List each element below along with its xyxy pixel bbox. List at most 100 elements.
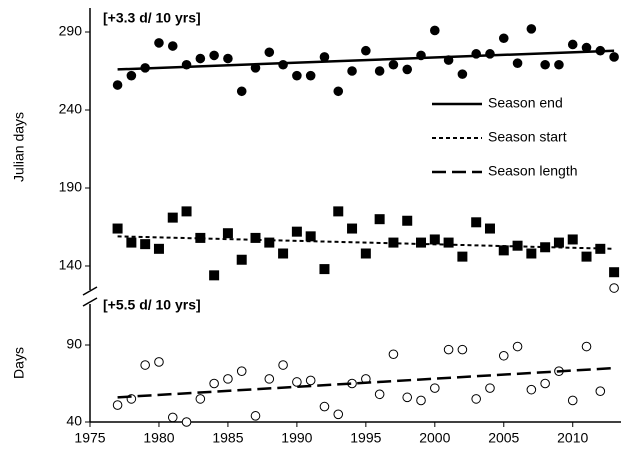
marker — [430, 25, 440, 36]
marker — [347, 223, 358, 234]
marker — [374, 214, 385, 225]
marker — [319, 52, 330, 62]
marker — [264, 237, 275, 248]
y-tick-label: 290 — [59, 23, 83, 39]
marker — [567, 234, 578, 245]
marker — [209, 378, 219, 389]
marker — [526, 24, 537, 34]
marker — [291, 226, 302, 237]
marker — [153, 243, 164, 254]
x-tick-label: 1985 — [212, 430, 243, 446]
marker — [319, 401, 330, 412]
trend-line — [117, 49, 615, 71]
marker — [333, 86, 344, 97]
marker — [347, 66, 357, 76]
y-axis-label: Days — [11, 347, 27, 379]
marker — [567, 39, 578, 50]
legend-label: Season end — [488, 95, 563, 111]
marker — [361, 45, 371, 56]
marker — [374, 389, 385, 400]
marker — [126, 237, 137, 248]
marker — [526, 384, 537, 395]
axis-break — [82, 286, 98, 296]
marker — [181, 417, 192, 427]
marker — [195, 53, 206, 64]
marker — [567, 395, 578, 406]
y-axis-label: Julian days — [11, 112, 27, 182]
marker — [140, 360, 150, 370]
marker — [154, 357, 164, 367]
marker — [443, 237, 454, 248]
x-tick-label: 2010 — [557, 430, 588, 446]
x-tick-label: 2000 — [419, 430, 450, 446]
marker — [278, 360, 288, 370]
marker — [305, 70, 316, 81]
marker — [540, 59, 550, 70]
marker — [112, 223, 123, 234]
x-tick-label: 2005 — [488, 430, 519, 446]
marker — [292, 70, 302, 81]
marker — [223, 53, 233, 64]
marker — [581, 341, 592, 352]
marker — [512, 341, 523, 352]
marker — [333, 206, 344, 217]
marker — [222, 228, 233, 239]
x-tick-label: 1975 — [74, 430, 105, 446]
trend-line — [117, 235, 615, 250]
x-tick-label: 1980 — [143, 430, 174, 446]
marker — [526, 248, 537, 259]
marker — [595, 386, 606, 397]
marker — [430, 383, 440, 393]
marker — [112, 80, 123, 90]
marker — [457, 69, 468, 79]
marker — [416, 237, 427, 248]
marker — [154, 38, 164, 48]
marker — [402, 392, 413, 403]
marker — [250, 411, 261, 421]
marker — [581, 251, 592, 262]
marker — [264, 374, 275, 384]
annotation: [+5.5 d/ 10 yrs] — [103, 297, 201, 313]
marker — [512, 58, 523, 68]
axis-break — [82, 297, 98, 307]
marker — [402, 64, 413, 75]
marker — [484, 223, 495, 234]
marker — [236, 254, 247, 265]
marker — [209, 270, 220, 281]
marker — [112, 400, 123, 410]
marker — [498, 245, 509, 256]
x-tick-label: 1990 — [281, 430, 312, 446]
marker — [167, 412, 178, 423]
marker — [457, 251, 468, 262]
marker — [223, 374, 233, 384]
marker — [498, 33, 509, 44]
marker — [126, 70, 137, 81]
marker — [471, 394, 481, 404]
marker — [250, 232, 261, 243]
marker — [457, 344, 468, 355]
marker — [264, 47, 275, 58]
marker — [471, 217, 482, 228]
marker — [305, 375, 316, 386]
marker — [388, 59, 399, 70]
marker — [540, 378, 550, 389]
marker — [554, 59, 564, 70]
y-tick-label: 240 — [59, 101, 83, 117]
y-tick-label: 190 — [59, 179, 83, 195]
marker — [498, 350, 509, 361]
marker — [485, 383, 495, 393]
y-tick-label: 40 — [66, 413, 82, 429]
marker — [195, 394, 206, 404]
marker — [140, 239, 151, 250]
marker — [167, 41, 178, 51]
marker — [360, 248, 371, 259]
marker — [167, 212, 178, 223]
marker — [485, 49, 495, 59]
marker — [278, 59, 288, 70]
trend-line — [117, 366, 615, 399]
marker — [609, 283, 619, 293]
y-tick-label: 90 — [66, 336, 82, 352]
marker — [429, 234, 440, 245]
marker — [181, 206, 192, 217]
